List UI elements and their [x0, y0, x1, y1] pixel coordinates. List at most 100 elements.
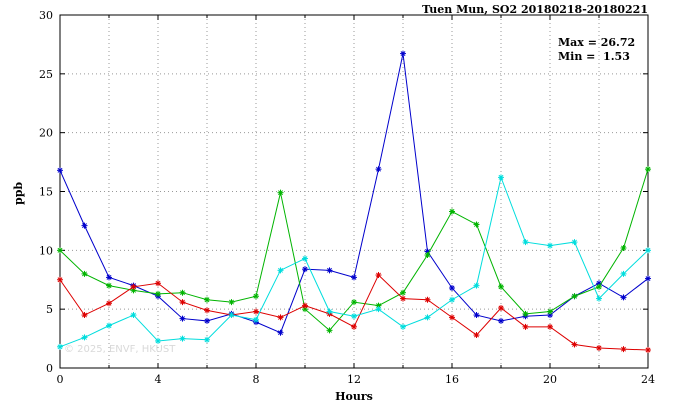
series-marker-green: [229, 299, 234, 305]
y-axis-label: ppb: [12, 181, 25, 205]
series-marker-green: [498, 284, 504, 290]
series-marker-cyan: [204, 337, 210, 343]
series-marker-blue: [547, 312, 553, 318]
series-marker-green: [596, 284, 602, 290]
series-marker-cyan: [376, 306, 381, 312]
series-marker-red: [180, 299, 185, 305]
x-tick-label: 24: [641, 373, 655, 386]
x-tick-label: 4: [155, 373, 162, 386]
series-marker-cyan: [82, 334, 87, 340]
series-marker-cyan: [474, 283, 479, 289]
series-marker-green: [204, 297, 210, 303]
series-marker-blue: [376, 166, 381, 172]
series-marker-blue: [327, 267, 332, 273]
series-marker-blue: [645, 276, 651, 282]
y-tick-label: 15: [39, 186, 53, 199]
series-marker-green: [474, 221, 479, 227]
series-marker-green: [449, 209, 455, 214]
series-marker-green: [106, 283, 112, 289]
x-tick-label: 16: [445, 373, 459, 386]
max-min-annotation: Max = 26.72 Min = 1.53: [558, 36, 635, 65]
x-tick-label: 20: [543, 373, 557, 386]
series-line-green: [59, 168, 649, 332]
series-marker-blue: [621, 294, 626, 300]
series-marker-red: [351, 324, 357, 330]
series-marker-green: [57, 247, 63, 253]
series-marker-red: [155, 280, 161, 286]
series-marker-red: [621, 346, 626, 352]
series-marker-red: [523, 324, 528, 330]
series-marker-blue: [400, 51, 406, 57]
series-marker-red: [106, 300, 112, 306]
series-marker-cyan: [498, 174, 504, 180]
series-marker-green: [523, 311, 528, 317]
series-marker-green: [621, 245, 626, 251]
series-marker-green: [376, 303, 381, 309]
series-marker-green: [645, 166, 651, 172]
series-marker-red: [449, 314, 455, 320]
series-marker-green: [253, 293, 259, 299]
max-annotation: Max = 26.72: [558, 36, 636, 49]
series-marker-red: [278, 314, 283, 320]
series-marker-cyan: [547, 243, 553, 249]
series-marker-cyan: [106, 323, 112, 329]
series-marker-red: [400, 296, 406, 302]
x-axis-label: Hours: [335, 390, 373, 403]
series-marker-cyan: [523, 239, 528, 245]
watermark: © 2025, ENVF, HKUST: [64, 344, 176, 355]
series-marker-cyan: [425, 314, 430, 320]
series-marker-green: [131, 287, 136, 293]
y-tick-label: 20: [39, 127, 53, 140]
series-marker-blue: [302, 266, 308, 272]
series-marker-red: [82, 312, 87, 318]
series-marker-red: [131, 284, 136, 290]
series-marker-cyan: [351, 313, 357, 319]
x-tick-label: 8: [253, 373, 260, 386]
series-marker-green: [302, 306, 308, 312]
series-marker-green: [547, 309, 553, 314]
series-marker-cyan: [621, 271, 626, 277]
series-marker-blue: [204, 318, 210, 324]
series-marker-blue: [425, 249, 430, 254]
series-marker-red: [204, 307, 210, 313]
y-tick-label: 30: [39, 9, 53, 22]
series-marker-red: [302, 303, 308, 309]
series-marker-green: [400, 290, 406, 296]
series-line-cyan: [59, 175, 649, 348]
series-marker-blue: [596, 280, 602, 286]
series-marker-red: [376, 272, 381, 278]
series-marker-cyan: [229, 312, 234, 318]
series-marker-green: [351, 299, 357, 305]
series-marker-blue: [180, 316, 185, 322]
y-tick-label: 5: [46, 303, 53, 316]
y-tick-label: 25: [39, 68, 53, 81]
series-line-red: [59, 274, 649, 351]
series-marker-red: [572, 342, 577, 347]
y-tick-label: 0: [46, 362, 53, 375]
series-marker-red: [596, 345, 602, 351]
series-marker-blue: [82, 223, 87, 229]
series-marker-blue: [474, 312, 479, 318]
series-marker-green: [82, 271, 87, 277]
x-tick-label: 0: [57, 373, 64, 386]
series-marker-cyan: [572, 239, 577, 245]
series-marker-cyan: [327, 309, 332, 314]
series-marker-red: [547, 324, 553, 330]
series-marker-blue: [449, 285, 455, 291]
series-marker-cyan: [155, 338, 161, 344]
y-tick-label: 10: [39, 244, 53, 257]
series-marker-cyan: [400, 324, 406, 330]
series-marker-cyan: [180, 336, 185, 342]
series-marker-green: [572, 293, 577, 299]
series-marker-red: [645, 347, 651, 353]
series-marker-blue: [498, 318, 504, 324]
series-marker-green: [180, 290, 185, 296]
series-marker-cyan: [449, 297, 455, 303]
chart-title: Tuen Mun, SO2 20180218-20180221: [422, 3, 648, 16]
series-marker-red: [57, 277, 63, 283]
series-marker-cyan: [596, 296, 602, 302]
series-marker-green: [278, 190, 283, 196]
min-annotation: Min = 1.53: [558, 50, 630, 64]
series-marker-green: [155, 291, 161, 297]
